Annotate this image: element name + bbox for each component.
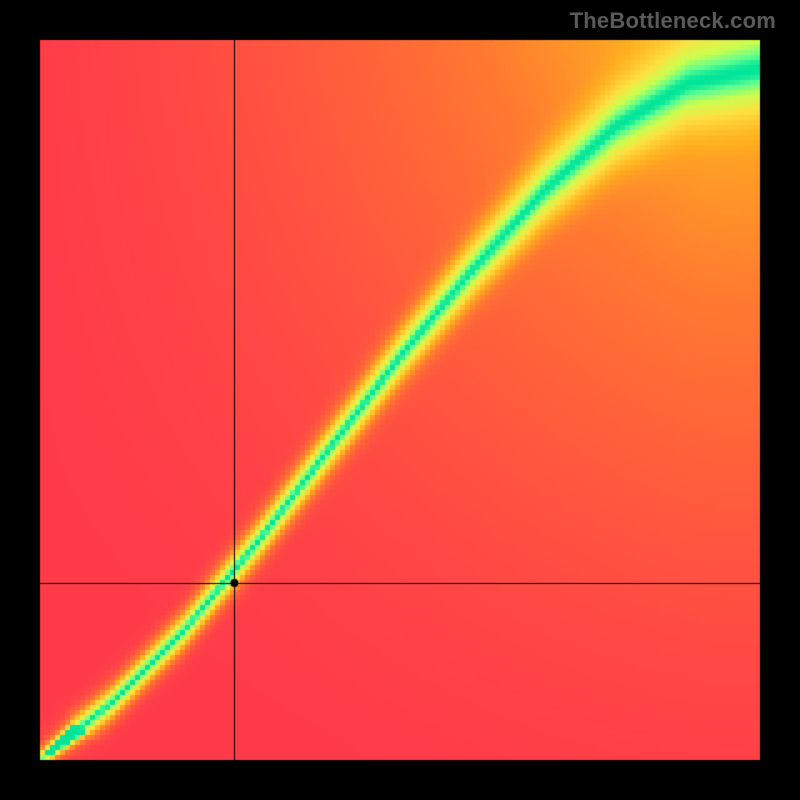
watermark-text: TheBottleneck.com bbox=[570, 8, 776, 34]
heatmap-canvas bbox=[0, 0, 800, 800]
chart-container: TheBottleneck.com bbox=[0, 0, 800, 800]
